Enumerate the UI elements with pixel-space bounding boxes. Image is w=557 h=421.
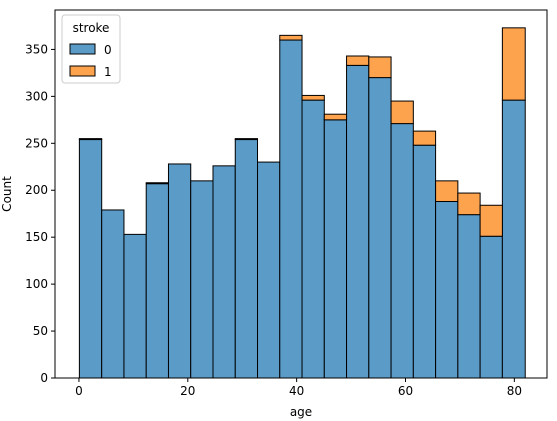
bar-series-0-bin-7 <box>234 139 259 379</box>
y-tick-label: 350 <box>25 42 48 56</box>
x-tick-label: 80 <box>507 384 522 398</box>
bar-series-1-bin-19 <box>501 27 526 101</box>
bar-series-0-bin-12 <box>346 64 370 379</box>
legend: stroke 0 1 <box>61 14 121 84</box>
bar-series-0-bin-8 <box>257 161 281 379</box>
bar-series-0-bin-9 <box>279 39 303 379</box>
x-tick-label: 0 <box>75 384 83 398</box>
bar-series-1-bin-15 <box>412 130 437 146</box>
y-tick-label: 50 <box>33 324 48 338</box>
bars-series-1 <box>78 27 526 237</box>
bar-series-1-bin-0 <box>78 138 103 141</box>
bar-series-1-bin-7 <box>234 138 259 141</box>
y-tick-label: 200 <box>25 183 48 197</box>
y-tick-label: 0 <box>40 371 48 385</box>
bar-series-1-bin-17 <box>457 192 481 216</box>
legend-swatch-series-0 <box>69 43 96 55</box>
x-tick-label: 20 <box>180 384 195 398</box>
x-axis-label: age <box>290 405 312 419</box>
bar-series-0-bin-6 <box>212 165 236 379</box>
y-tick-label: 100 <box>25 277 48 291</box>
bar-series-1-bin-13 <box>368 56 392 79</box>
legend-label-series-1: 1 <box>104 65 112 79</box>
bar-series-0-bin-1 <box>101 209 125 379</box>
bar-series-1-bin-12 <box>346 55 370 66</box>
bar-series-1-bin-18 <box>479 204 503 237</box>
x-tick-label: 60 <box>398 384 413 398</box>
bar-series-0-bin-15 <box>412 144 437 379</box>
bar-series-1-bin-9 <box>279 34 303 41</box>
bar-series-0-bin-0 <box>78 139 103 379</box>
y-axis-ticks: 0 50 100 150 200 250 300 350 <box>25 42 55 385</box>
bar-series-0-bin-18 <box>479 235 503 379</box>
bar-series-0-bin-11 <box>323 119 348 379</box>
bar-series-0-bin-14 <box>390 123 414 379</box>
bar-series-1-bin-14 <box>390 100 414 125</box>
y-tick-label: 150 <box>25 230 48 244</box>
bar-series-0-bin-16 <box>435 201 459 379</box>
y-tick-label: 250 <box>25 136 48 150</box>
bar-series-1-bin-16 <box>435 180 459 203</box>
legend-swatch-series-1 <box>69 65 96 77</box>
legend-label-series-0: 0 <box>104 43 112 57</box>
bar-series-0-bin-3 <box>145 183 169 379</box>
y-axis-label: Count <box>0 176 14 212</box>
y-tick-label: 300 <box>25 89 48 103</box>
x-axis-ticks: 0 20 40 60 80 <box>75 378 522 398</box>
bar-series-1-bin-11 <box>323 113 348 121</box>
bar-series-1-bin-3 <box>145 182 169 185</box>
bar-series-1-bin-10 <box>301 94 325 101</box>
bar-series-0-bin-10 <box>301 99 325 379</box>
bar-series-0-bin-17 <box>457 214 481 379</box>
bars-series-0 <box>78 39 526 379</box>
plot-frame <box>54 9 548 379</box>
bar-series-0-bin-5 <box>190 180 214 379</box>
bar-series-0-bin-13 <box>368 77 392 379</box>
x-tick-label: 40 <box>289 384 304 398</box>
bar-series-0-bin-19 <box>501 99 526 379</box>
bar-series-0-bin-4 <box>167 163 192 379</box>
legend-title: stroke <box>73 21 110 35</box>
bar-series-0-bin-2 <box>123 233 147 379</box>
